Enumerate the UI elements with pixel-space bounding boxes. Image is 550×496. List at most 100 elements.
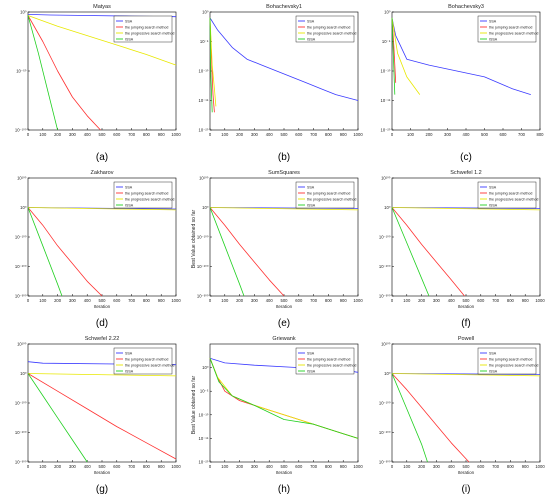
panel-label: (a) — [96, 152, 108, 163]
legend-entry: the progressive search method — [307, 363, 356, 367]
legend-entry: SSA — [307, 19, 315, 23]
legend-box — [295, 15, 355, 43]
x-tick-label: 900 — [158, 464, 166, 469]
x-tick-label: 100 — [221, 132, 229, 137]
y-tick-label: 10⁻¹⁰⁰ — [197, 235, 209, 240]
chart-title: Zakharov — [91, 170, 114, 176]
panel-label: (d) — [96, 318, 108, 329]
legend-entry: the jumping search method — [125, 191, 168, 195]
y-tick-label: 10⁻³⁰⁰ — [379, 294, 391, 299]
x-tick-label: 700 — [310, 132, 318, 137]
x-tick-label: 600 — [113, 132, 121, 137]
y-tick-label: 10¹⁰⁰ — [199, 176, 209, 181]
series-line-the-progressive-search-method — [391, 373, 541, 377]
x-tick-label: 900 — [158, 298, 166, 303]
x-tick-label: 600 — [295, 464, 303, 469]
x-tick-label: 700 — [492, 464, 500, 469]
y-tick-label: 10⁰ — [20, 371, 27, 376]
y-tick-label: 10⁰ — [20, 10, 27, 15]
x-tick-label: 400 — [266, 132, 274, 137]
legend-entry: the jumping search method — [307, 191, 350, 195]
x-tick-label: 300 — [251, 298, 259, 303]
chart-panel-1: Matyas 0 100 200 300 400 500 600 700 800 900 1000 10… — [15, 4, 181, 163]
y-tick-label: 10⁻¹⁰⁰ — [379, 401, 391, 406]
x-tick-label: 700 — [492, 298, 500, 303]
legend-entry: ISSA — [489, 369, 498, 373]
y-tick-label: 10⁰ — [202, 10, 209, 15]
x-tick-label: 700 — [128, 298, 136, 303]
y-tick-label: 10⁰ — [202, 205, 209, 210]
series-line-the-progressive-search-method — [27, 373, 177, 377]
x-tick-label: 400 — [463, 132, 471, 137]
x-axis-label: Iteration — [276, 470, 293, 475]
x-tick-label: 100 — [221, 464, 229, 469]
series-line-issa — [27, 15, 58, 131]
chart-title: Bohachevsky1 — [266, 4, 302, 10]
x-axis-label: Iteration — [458, 470, 475, 475]
x-tick-label: 100 — [39, 298, 47, 303]
legend-entry: the progressive search method — [307, 197, 356, 201]
legend-box — [477, 181, 537, 209]
x-tick-label: 1000 — [535, 464, 545, 469]
x-tick-label: 400 — [448, 464, 456, 469]
x-tick-label: 800 — [143, 298, 151, 303]
x-tick-label: 400 — [84, 298, 92, 303]
x-axis-label: Iteration — [94, 470, 111, 475]
legend-entry: the progressive search method — [307, 31, 356, 35]
legend-entry: the progressive search method — [489, 31, 538, 35]
legend-entry: SSA — [307, 351, 315, 355]
y-tick-label: 10⁻⁵⁰ — [16, 69, 27, 74]
x-tick-label: 600 — [477, 464, 485, 469]
legend-box — [477, 347, 537, 375]
x-tick-label: 0 — [27, 464, 30, 469]
x-axis-label: Iteration — [458, 304, 475, 309]
legend-entry: the progressive search method — [489, 363, 538, 367]
x-tick-label: 400 — [84, 132, 92, 137]
x-tick-label: 300 — [433, 298, 441, 303]
x-tick-label: 200 — [418, 464, 426, 469]
x-tick-label: 300 — [69, 464, 77, 469]
legend-entry: ISSA — [307, 369, 316, 373]
x-tick-label: 100 — [39, 132, 47, 137]
y-tick-label: 10⁻²⁰ — [199, 460, 209, 465]
series-line-issa — [391, 207, 430, 297]
x-tick-label: 900 — [522, 464, 530, 469]
series-line-the-jumping-search-method — [27, 15, 101, 131]
legend-entry: the jumping search method — [125, 357, 168, 361]
x-tick-label: 0 — [391, 132, 394, 137]
x-tick-label: 500 — [281, 132, 289, 137]
x-tick-label: 600 — [295, 298, 303, 303]
x-tick-label: 700 — [128, 132, 136, 137]
chart-panel-4: Zakharov 0 100 200 300 400 500 600 700 800 900 1000… — [15, 170, 181, 329]
x-tick-label: 800 — [325, 464, 333, 469]
legend-entry: SSA — [125, 185, 133, 189]
legend-entry: ISSA — [125, 203, 134, 207]
y-tick-label: 10⁻²⁰ — [199, 128, 209, 133]
x-tick-label: 200 — [54, 298, 62, 303]
y-tick-label: 10⁻¹⁰⁰ — [379, 235, 391, 240]
panel-label: (c) — [460, 152, 472, 163]
x-tick-label: 700 — [518, 132, 526, 137]
x-tick-label: 600 — [113, 464, 121, 469]
x-tick-label: 1000 — [171, 132, 181, 137]
legend-entry: the jumping search method — [307, 357, 350, 361]
chart-title: Schwefel 2.22 — [85, 336, 120, 342]
x-tick-label: 700 — [310, 298, 318, 303]
panel-label: (i) — [462, 484, 471, 495]
x-tick-label: 400 — [84, 464, 92, 469]
legend-entry: ISSA — [489, 203, 498, 207]
panel-label: (f) — [461, 318, 470, 329]
legend-entry: ISSA — [307, 203, 316, 207]
y-tick-label: 10⁻²⁰⁰ — [379, 430, 391, 435]
legend-entry: SSA — [489, 19, 497, 23]
x-tick-label: 200 — [418, 298, 426, 303]
legend-entry: SSA — [489, 351, 497, 355]
legend-entry: ISSA — [307, 37, 316, 41]
series-line-the-progressive-search-method — [27, 207, 177, 211]
series-line-issa — [209, 358, 359, 439]
x-tick-label: 700 — [128, 464, 136, 469]
x-tick-label: 600 — [113, 298, 121, 303]
legend-entry: SSA — [125, 19, 133, 23]
x-tick-label: 800 — [143, 464, 151, 469]
x-tick-label: 100 — [221, 298, 229, 303]
